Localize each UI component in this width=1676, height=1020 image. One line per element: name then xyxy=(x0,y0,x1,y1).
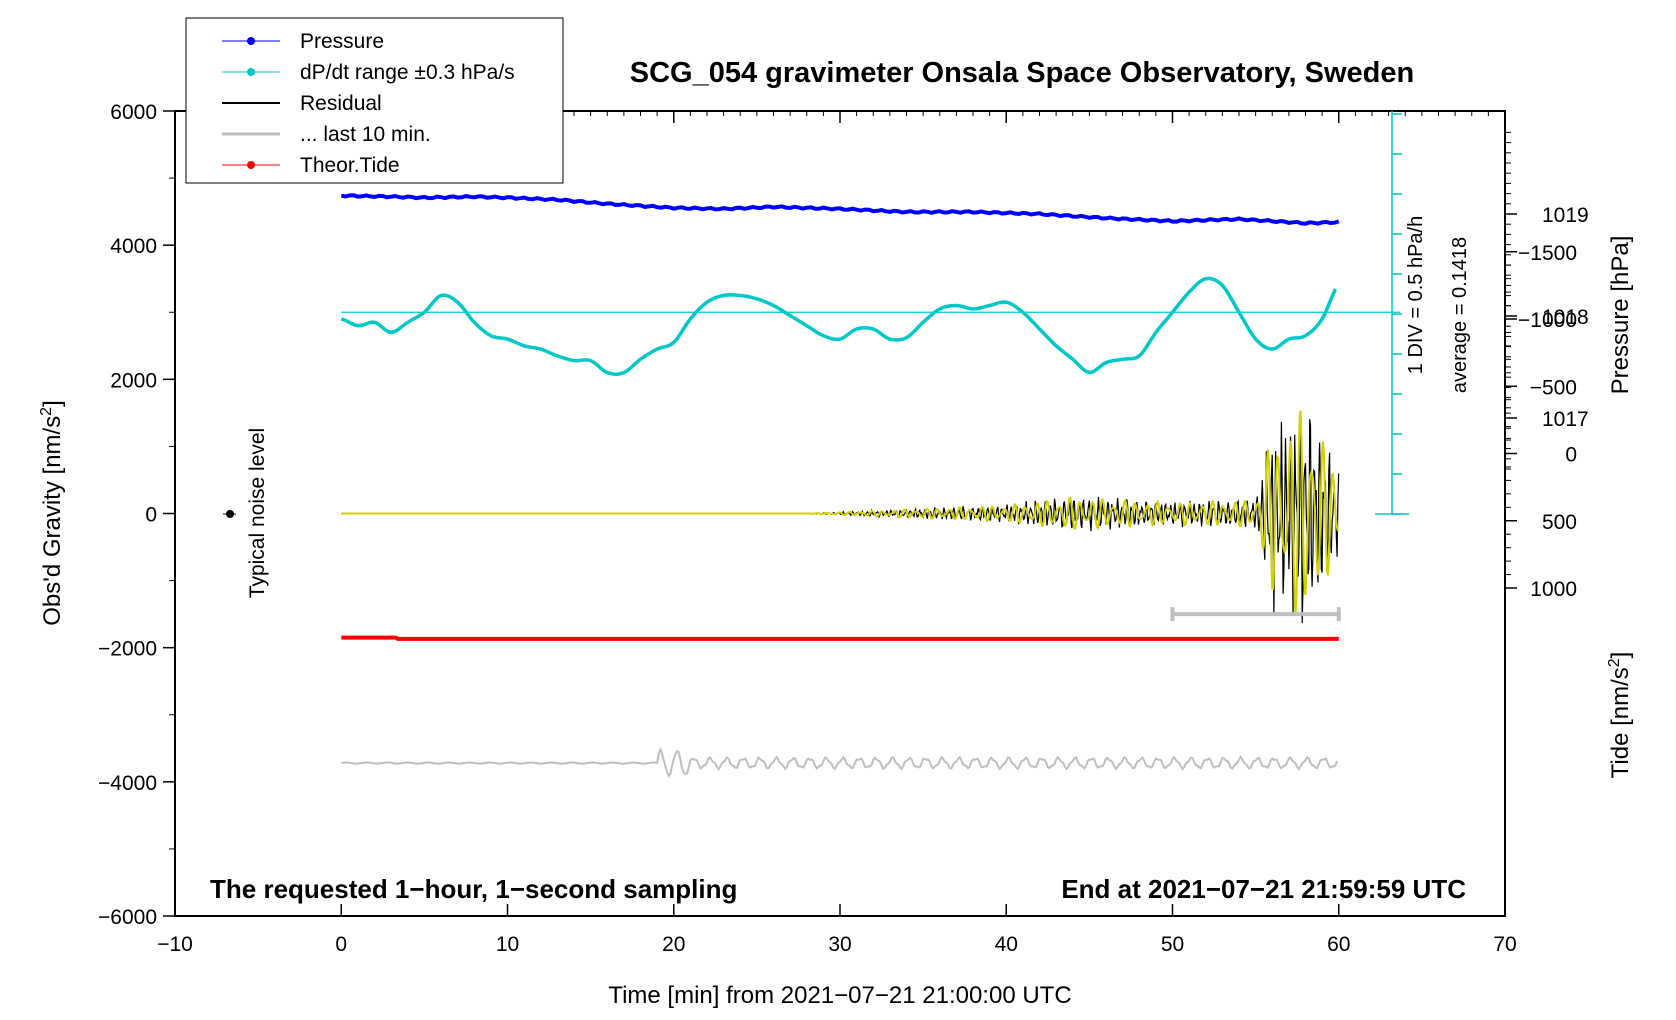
y-tick-label: 0 xyxy=(145,504,157,527)
sampling-note: The requested 1−hour, 1−second sampling xyxy=(210,874,737,904)
x-tick-label: 0 xyxy=(335,933,347,956)
x-tick-label: 30 xyxy=(828,933,851,956)
x-tick-label: 10 xyxy=(496,933,519,956)
axes: −10 0 10 20 30 40 50 60 70 6000 4000 2000 0 −2000 −400… xyxy=(98,101,1589,956)
last10-line xyxy=(341,747,1339,779)
x-tick-label: −10 xyxy=(157,933,193,956)
series-group xyxy=(340,111,1409,779)
x-tick-label: 40 xyxy=(995,933,1018,956)
residual-line xyxy=(341,413,1340,624)
tide-tick-label: 0 xyxy=(1565,444,1577,467)
div-scale-label: 1 DIV = 0.5 hPa/h xyxy=(1405,216,1427,374)
y-axis-title-gravity: Obs'd Gravity [nm/s2] xyxy=(38,400,66,626)
legend-label-last10: ... last 10 min. xyxy=(300,123,431,146)
legend-label-dpdt: dP/dt range ±0.3 hPa/s xyxy=(300,61,515,84)
legend-box xyxy=(185,17,564,184)
y-tick-label: −2000 xyxy=(98,638,157,661)
y-axis-title-pressure: Pressure [hPa] xyxy=(1607,236,1634,395)
noise-level-label: Typical noise level xyxy=(246,428,269,598)
average-label: average = 0.1418 xyxy=(1449,237,1471,393)
pressure-tick-label: 1018 xyxy=(1542,306,1589,329)
pressure-line xyxy=(340,193,1340,226)
dpdt-line xyxy=(340,276,1337,376)
y-axis-title-tide: Tide [nm/s2] xyxy=(1606,652,1634,779)
tide-tick-label: −1000 xyxy=(1518,309,1577,332)
residual-filtered-line xyxy=(341,410,1340,614)
tide-tick-label: −1500 xyxy=(1518,242,1577,265)
legend-dot-pressure xyxy=(247,37,255,45)
legend: Pressure dP/dt range ±0.3 hPa/s Residual… xyxy=(185,17,564,184)
y-tick-label: 4000 xyxy=(110,235,157,258)
end-time-note: End at 2021−07−21 21:59:59 UTC xyxy=(1061,874,1466,904)
y-tick-label: 6000 xyxy=(110,101,157,124)
tide-tick-label: −500 xyxy=(1530,376,1577,399)
tide-line xyxy=(341,635,1339,641)
tide-tick-label: 500 xyxy=(1542,511,1577,534)
y-tick-label: −4000 xyxy=(98,772,157,795)
legend-label-pressure: Pressure xyxy=(300,30,384,53)
legend-dot-dpdt xyxy=(247,68,255,76)
legend-label-tide: Theor.Tide xyxy=(300,154,400,177)
x-axis-title: Time [min] from 2021−07−21 21:00:00 UTC xyxy=(608,982,1071,1009)
pressure-tick-label: 1019 xyxy=(1542,204,1589,227)
tide-tick-label: 1000 xyxy=(1530,578,1577,601)
x-tick-label: 60 xyxy=(1327,933,1350,956)
chart-title: SCG_054 gravimeter Onsala Space Observat… xyxy=(630,57,1414,89)
y-tick-label: 2000 xyxy=(110,369,157,392)
legend-dot-tide xyxy=(247,161,255,169)
legend-label-residual: Residual xyxy=(300,92,382,115)
x-tick-label: 20 xyxy=(662,933,685,956)
noise-level-marker xyxy=(226,510,234,518)
x-tick-label: 70 xyxy=(1493,933,1516,956)
pressure-tick-label: 1017 xyxy=(1542,408,1589,431)
y-tick-label: −6000 xyxy=(98,906,157,929)
x-tick-label: 50 xyxy=(1161,933,1184,956)
